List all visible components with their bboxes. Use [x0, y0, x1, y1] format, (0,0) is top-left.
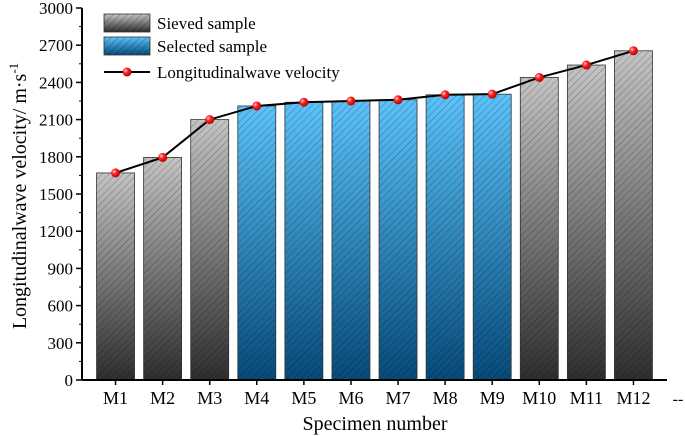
- x-tick-label: M7: [386, 388, 411, 408]
- legend-label: Sieved sample: [157, 14, 256, 33]
- x-tick-label: M4: [244, 388, 269, 408]
- x-tick-label: M3: [197, 388, 222, 408]
- legend-label: Longitudinalwave velocity: [157, 63, 340, 82]
- legend: Sieved sample Selected sample Longitudinal…: [103, 13, 340, 82]
- velocity-point-M11: [581, 60, 591, 70]
- bar-hatch: [520, 77, 559, 380]
- bar-hatch: [190, 119, 229, 380]
- bar-hatch: [379, 99, 418, 380]
- y-tick-label: 2700: [39, 36, 73, 55]
- bar-hatch: [237, 105, 276, 381]
- legend-label: Selected sample: [157, 37, 267, 56]
- velocity-point-M10: [534, 72, 544, 82]
- x-tick-label: M2: [150, 388, 175, 408]
- velocity-point-M7: [393, 95, 403, 105]
- bar-hatch: [426, 94, 465, 381]
- y-tick-label: 600: [48, 297, 74, 316]
- x-tick-label: M10: [522, 388, 556, 408]
- velocity-point-M2: [158, 152, 168, 162]
- y-tick-label: 1500: [39, 185, 73, 204]
- bar-M5: [284, 101, 324, 381]
- bar-M8: [425, 94, 465, 381]
- velocity-point-M12: [628, 46, 638, 56]
- y-tick-label: 900: [48, 259, 74, 278]
- x-tick-label: M6: [338, 388, 363, 408]
- bar-M9: [472, 93, 512, 381]
- y-tick-label: 300: [48, 334, 74, 353]
- bar-hatch: [614, 50, 653, 380]
- y-tick-label: 2400: [39, 73, 73, 92]
- bar-M3: [190, 119, 230, 381]
- extra-tick-label: --: [673, 391, 684, 408]
- x-tick-label: M5: [291, 388, 316, 408]
- legend-item-sieved: Sieved sample: [103, 13, 256, 33]
- bar-hatch: [331, 101, 370, 380]
- x-tick-label: M12: [616, 388, 650, 408]
- bar-M2: [143, 157, 183, 381]
- y-tick-label: 1200: [39, 222, 73, 241]
- bar-M4: [237, 105, 277, 381]
- bar-M7: [378, 99, 418, 381]
- legend-marker: [122, 67, 132, 77]
- x-tick-label: M11: [570, 388, 603, 408]
- bar-hatch: [284, 102, 323, 381]
- bar-M6: [331, 100, 371, 381]
- y-tick-label: 3000: [39, 0, 73, 18]
- velocity-point-M3: [205, 115, 215, 125]
- x-tick-label: M8: [433, 388, 458, 408]
- legend-swatch-hatch: [104, 37, 150, 55]
- bar-M10: [519, 77, 559, 381]
- bar-hatch: [96, 172, 135, 380]
- velocity-point-M6: [346, 96, 356, 106]
- x-tick-label: M9: [480, 388, 505, 408]
- x-axis-label: Specimen number: [303, 413, 448, 435]
- bar-hatch: [143, 157, 182, 380]
- y-axis-label-superscript: -1: [6, 63, 21, 74]
- velocity-point-M5: [299, 97, 309, 107]
- bar-hatch: [473, 94, 512, 381]
- bar-M12: [614, 50, 653, 381]
- velocity-line: [115, 49, 634, 174]
- bar-M11: [566, 64, 606, 381]
- velocity-point-M8: [440, 90, 450, 100]
- legend-swatch-hatch: [104, 14, 150, 32]
- velocity-point-M9: [487, 89, 497, 99]
- y-tick-label: 1800: [39, 148, 73, 167]
- legend-item-velocity: Longitudinalwave velocity: [104, 63, 340, 82]
- y-tick-label: 2100: [39, 111, 73, 130]
- velocity-point-M4: [252, 101, 262, 111]
- y-tick-label: 0: [65, 371, 74, 390]
- velocity-point-M1: [111, 168, 121, 178]
- y-axis-label: Longitudinalwave velocity/ m·s-1: [6, 63, 31, 329]
- x-tick-label: M1: [103, 388, 128, 408]
- bar-hatch: [567, 65, 606, 380]
- legend-item-selected: Selected sample: [103, 36, 267, 56]
- bar-M1: [96, 172, 135, 381]
